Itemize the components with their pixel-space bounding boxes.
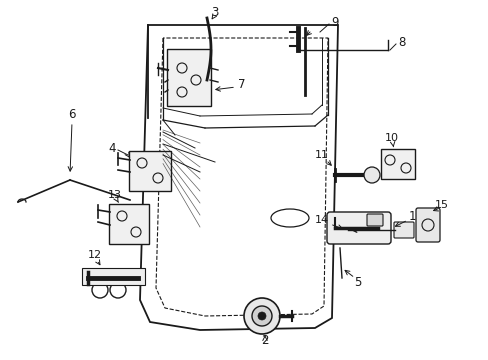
Text: 14: 14 (314, 215, 328, 225)
Text: 8: 8 (398, 36, 405, 49)
Text: 9: 9 (330, 15, 338, 28)
Text: 4: 4 (108, 141, 116, 154)
Polygon shape (82, 268, 145, 285)
Circle shape (244, 298, 280, 334)
Text: 3: 3 (211, 5, 218, 18)
FancyBboxPatch shape (167, 49, 210, 106)
Circle shape (258, 312, 265, 320)
Text: 1: 1 (407, 210, 415, 222)
Text: 6: 6 (68, 108, 76, 122)
Text: 15: 15 (434, 200, 448, 210)
FancyBboxPatch shape (326, 212, 390, 244)
FancyBboxPatch shape (366, 214, 382, 226)
Text: 12: 12 (88, 250, 102, 260)
FancyBboxPatch shape (393, 222, 413, 238)
Text: 10: 10 (384, 133, 398, 143)
FancyBboxPatch shape (129, 151, 171, 191)
Text: 7: 7 (238, 78, 245, 91)
FancyBboxPatch shape (380, 149, 414, 179)
Circle shape (251, 306, 271, 326)
FancyBboxPatch shape (415, 208, 439, 242)
Text: 11: 11 (314, 150, 328, 160)
Circle shape (363, 167, 379, 183)
FancyBboxPatch shape (109, 204, 149, 244)
Text: 13: 13 (108, 190, 122, 200)
Text: 2: 2 (261, 333, 268, 346)
Text: 5: 5 (354, 275, 361, 288)
